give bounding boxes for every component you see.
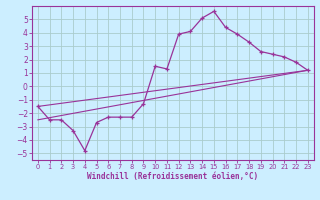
X-axis label: Windchill (Refroidissement éolien,°C): Windchill (Refroidissement éolien,°C) <box>87 172 258 181</box>
